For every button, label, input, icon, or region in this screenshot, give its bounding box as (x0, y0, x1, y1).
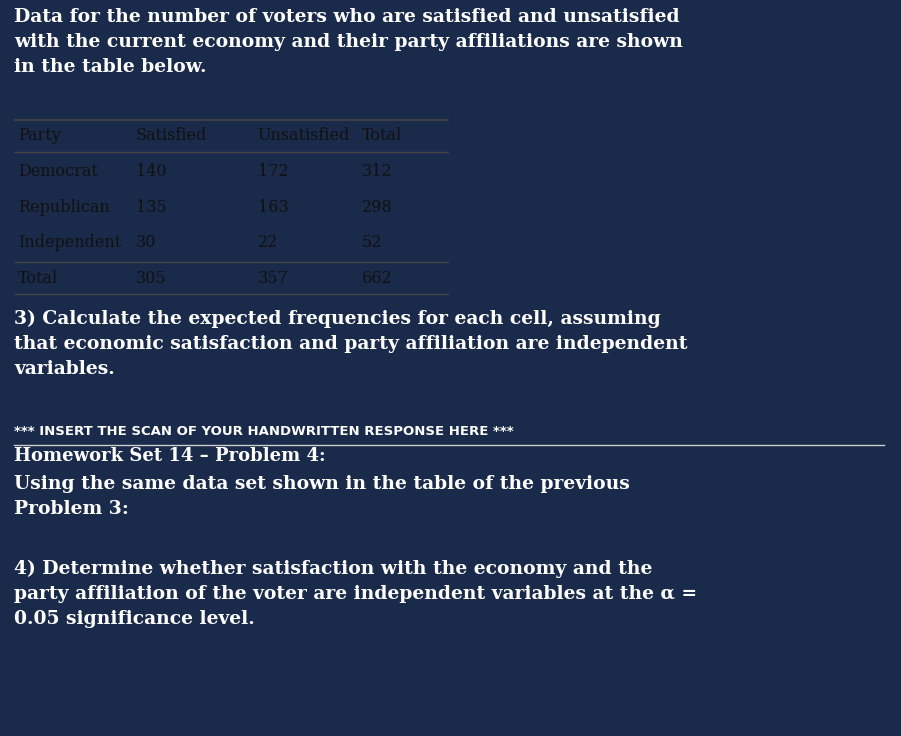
Text: Total: Total (362, 127, 402, 144)
Text: 163: 163 (258, 199, 288, 216)
Text: 140: 140 (136, 163, 167, 180)
Text: Unsatisfied: Unsatisfied (258, 127, 350, 144)
Text: 298: 298 (362, 199, 393, 216)
Text: Independent: Independent (18, 234, 122, 251)
Text: 662: 662 (362, 269, 393, 287)
Text: 30: 30 (136, 234, 156, 251)
Text: 312: 312 (362, 163, 393, 180)
Text: *** INSERT THE SCAN OF YOUR HANDWRITTEN RESPONSE HERE ***: *** INSERT THE SCAN OF YOUR HANDWRITTEN … (14, 425, 514, 438)
Text: 305: 305 (136, 269, 167, 287)
Text: Party: Party (18, 127, 61, 144)
Text: Homework Set 14 – Problem 4:: Homework Set 14 – Problem 4: (14, 447, 325, 465)
Text: Using the same data set shown in the table of the previous
Problem 3:: Using the same data set shown in the tab… (14, 475, 630, 518)
Text: Data for the number of voters who are satisfied and unsatisfied
with the current: Data for the number of voters who are sa… (14, 8, 683, 76)
Text: Total: Total (18, 269, 59, 287)
Text: Democrat: Democrat (18, 163, 98, 180)
Text: Satisfied: Satisfied (136, 127, 207, 144)
Text: 135: 135 (136, 199, 167, 216)
Text: 52: 52 (362, 234, 382, 251)
Text: 172: 172 (258, 163, 288, 180)
Text: 22: 22 (258, 234, 278, 251)
Text: 3) Calculate the expected frequencies for each cell, assuming
that economic sati: 3) Calculate the expected frequencies fo… (14, 310, 687, 378)
Text: Republican: Republican (18, 199, 110, 216)
Text: 357: 357 (258, 269, 288, 287)
Text: 4) Determine whether satisfaction with the economy and the
party affiliation of : 4) Determine whether satisfaction with t… (14, 560, 697, 629)
